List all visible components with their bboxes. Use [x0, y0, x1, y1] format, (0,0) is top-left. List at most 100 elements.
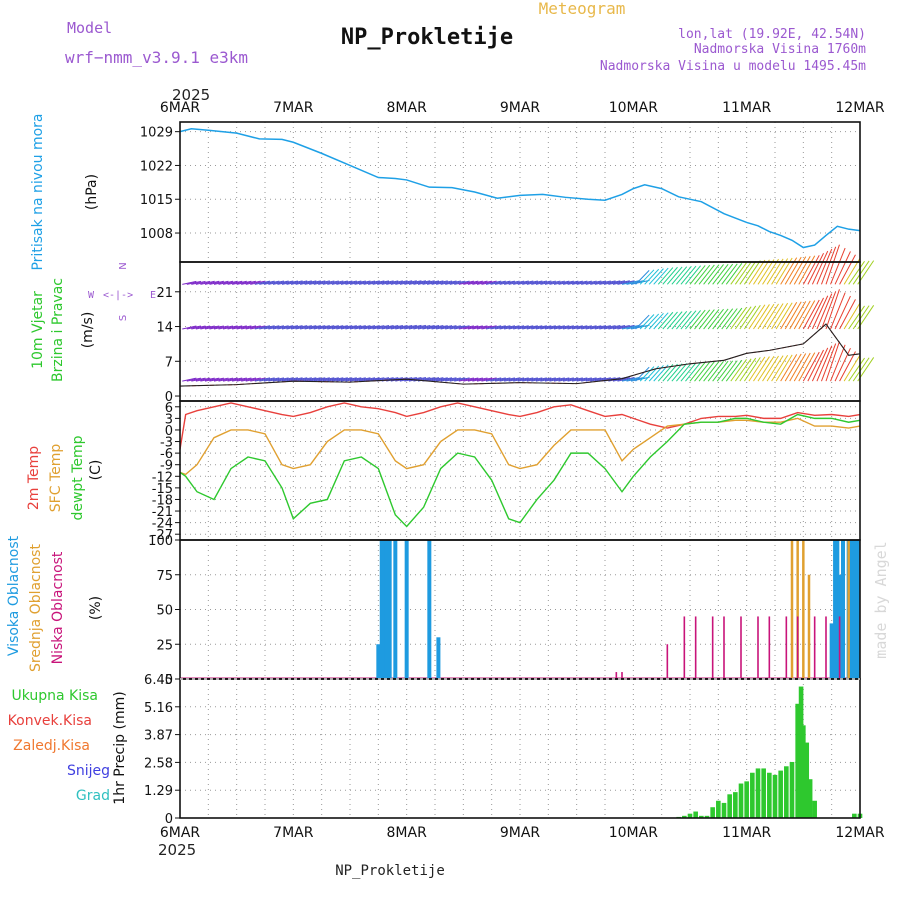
wind-arrow	[526, 377, 543, 382]
wind-arrow	[558, 280, 574, 285]
wind-arrow	[698, 361, 715, 382]
wind-arrow	[290, 325, 308, 330]
wind-arrow	[612, 377, 630, 382]
wind-arrow	[354, 325, 371, 330]
high-cloud-bar	[841, 540, 845, 679]
wind-arrow	[603, 280, 621, 285]
wind-arrow	[689, 309, 706, 330]
meteogram-title: Meteogram	[539, 0, 626, 18]
wind-arrow	[562, 280, 579, 285]
x-tick-label-top: 11MAR	[722, 100, 771, 116]
lonlat: lon,lat (19.92E, 42.54N)	[678, 27, 866, 42]
precip-bar	[682, 815, 687, 818]
wind-arrow	[436, 325, 453, 330]
wind-arrow	[504, 280, 520, 285]
y-tick-label: 25	[156, 638, 173, 653]
wind-arrow	[657, 267, 674, 285]
wind-arrow	[200, 325, 215, 330]
wind-arrow	[757, 259, 775, 285]
x-tick-label-top: 12MAR	[835, 100, 884, 116]
wind-arrow	[399, 280, 417, 285]
wind-arrow	[445, 325, 461, 330]
wind-arrow	[707, 308, 724, 330]
wind-arrow	[603, 325, 621, 330]
low-cloud-bar	[757, 616, 759, 679]
wind-arrow	[739, 357, 757, 382]
wind-arrow	[186, 280, 202, 285]
wind-arrow	[336, 325, 353, 330]
wind-arrow	[222, 377, 238, 382]
wind-arrow	[259, 377, 275, 382]
wind-arrow	[300, 325, 317, 330]
wind-arrow	[331, 325, 348, 330]
y-tick-label: 75	[156, 569, 173, 584]
wind-arrow	[313, 280, 330, 285]
wind-arrow	[753, 259, 770, 285]
wind-arrow	[608, 280, 626, 285]
wind-arrow	[789, 301, 807, 330]
low-cloud-bar	[615, 672, 618, 679]
high-cloud-bar	[382, 540, 386, 679]
wind-arrow	[454, 377, 470, 382]
temp-unit: (C)	[88, 460, 104, 481]
wind-arrow	[820, 291, 837, 330]
year-top: 2025	[172, 86, 210, 104]
wind-arrow	[218, 377, 234, 382]
wind-arrow	[213, 377, 229, 382]
wind-arrow	[662, 311, 678, 330]
precip-bar	[807, 779, 813, 818]
wind-arrow	[689, 361, 706, 382]
wind-arrow	[635, 270, 650, 285]
wind-arrow	[191, 377, 206, 382]
wind-arrow	[644, 313, 660, 330]
wind-arrow	[608, 324, 626, 330]
wind-arrow	[766, 355, 784, 382]
wind-arrow	[721, 360, 738, 382]
y-tick-label: -6	[160, 447, 173, 462]
wind-arrow	[621, 324, 640, 330]
wind-arrow	[485, 325, 502, 330]
wind-arrow	[290, 280, 308, 285]
precip-unit: 1hr Precip (mm)	[112, 691, 128, 804]
y-tick-label: -18	[152, 493, 173, 508]
compass-south: S	[118, 315, 129, 321]
wind-arrow	[843, 302, 861, 330]
low-cloud-bar	[785, 616, 788, 679]
y-tick-label: -12	[152, 470, 173, 485]
wind-arrow	[322, 325, 339, 330]
wind-arrow	[336, 280, 353, 285]
wind-arrow	[798, 352, 816, 382]
wind-arrow	[454, 280, 470, 285]
y-tick-label: 0	[165, 812, 173, 827]
wind-arrow	[254, 280, 271, 285]
high-cloud-bar	[852, 540, 857, 679]
wind-arrow	[707, 360, 724, 382]
low-cloud-bar	[813, 616, 816, 679]
wind-arrow	[340, 280, 357, 285]
wind-arrow	[576, 377, 592, 382]
wind-arrow	[716, 308, 734, 330]
wind-arrow	[734, 261, 752, 285]
compass-arrows: <-|->	[103, 290, 133, 301]
wind-arrow	[191, 325, 206, 330]
wind-arrow	[798, 255, 816, 285]
dewpt-line	[179, 413, 861, 528]
wind-arrow	[241, 377, 257, 382]
wind-arrow	[182, 325, 197, 330]
wind-arrow	[490, 280, 506, 285]
wind-arrow	[499, 280, 516, 285]
low-cloud-bar	[838, 616, 841, 679]
wind-arrow	[721, 263, 738, 285]
y-tick-label: 1022	[140, 159, 173, 174]
t2m-line	[179, 402, 861, 450]
precip-bar	[795, 703, 800, 818]
model-name: wrf−nmm_v3.9.1 e3km	[65, 48, 248, 67]
wind-arrow	[417, 324, 435, 330]
cloud-unit: (%)	[88, 596, 104, 620]
wind-arrow	[331, 377, 348, 382]
wind-arrow	[236, 377, 252, 382]
wind-arrow	[694, 361, 711, 382]
wind-arrow	[358, 325, 376, 330]
wind-arrow	[748, 259, 766, 285]
